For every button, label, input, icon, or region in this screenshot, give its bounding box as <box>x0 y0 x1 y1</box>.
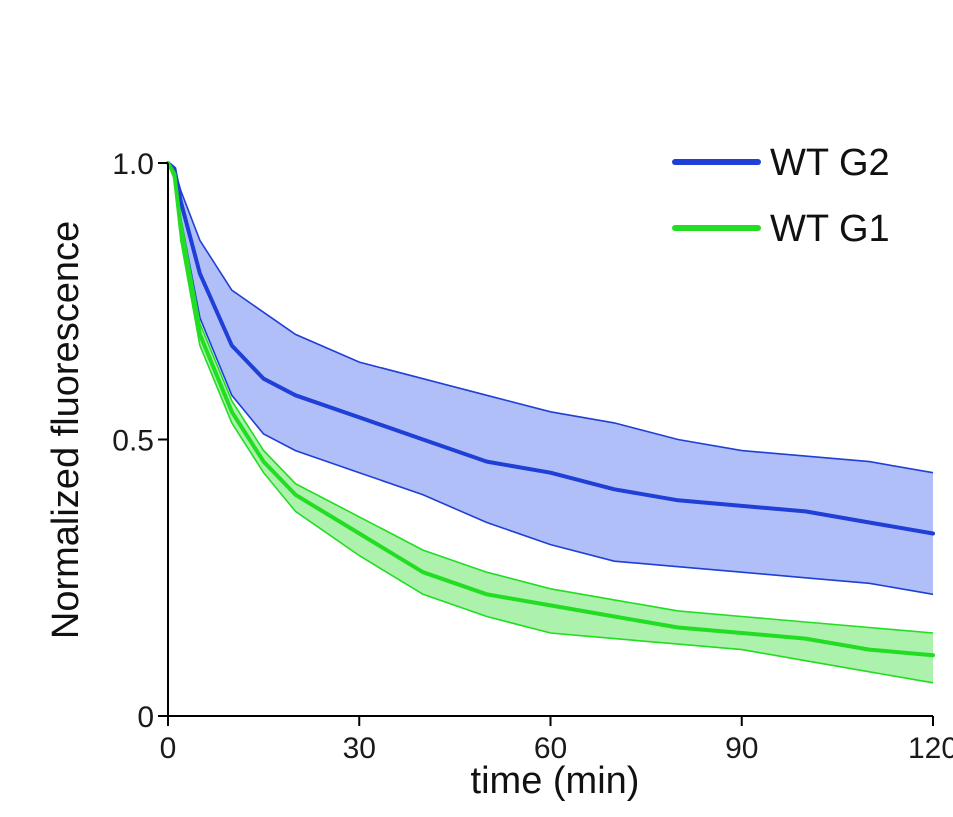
y-axis-label: Normalized fluorescence <box>45 221 87 639</box>
series-line-wt-g1 <box>166 161 935 658</box>
legend: WT G2 WT G1 <box>672 142 890 250</box>
y-tick-label: 0 <box>137 701 154 734</box>
x-tick-label: 90 <box>725 732 758 765</box>
ticks: 0 30 60 90 120 0 0.5 1.0 <box>112 148 953 765</box>
legend-label-wt-g1: WT G1 <box>770 208 890 250</box>
x-tick-label: 60 <box>534 732 567 765</box>
x-axis-label: time (min) <box>471 760 640 802</box>
mean-lines <box>166 161 935 658</box>
upper-edge-wt-g2 <box>167 162 934 474</box>
band-wt-g1 <box>168 163 933 683</box>
series-line-wt-g2 <box>166 161 935 536</box>
x-tick-label: 0 <box>160 732 177 765</box>
band-wt-g2 <box>168 163 933 595</box>
confidence-bands <box>168 163 933 683</box>
y-tick-label: 1.0 <box>112 148 154 181</box>
y-tick-label: 0.5 <box>112 425 154 458</box>
legend-label-wt-g2: WT G2 <box>770 142 890 184</box>
x-tick-label: 120 <box>908 732 953 765</box>
x-tick-label: 30 <box>343 732 376 765</box>
